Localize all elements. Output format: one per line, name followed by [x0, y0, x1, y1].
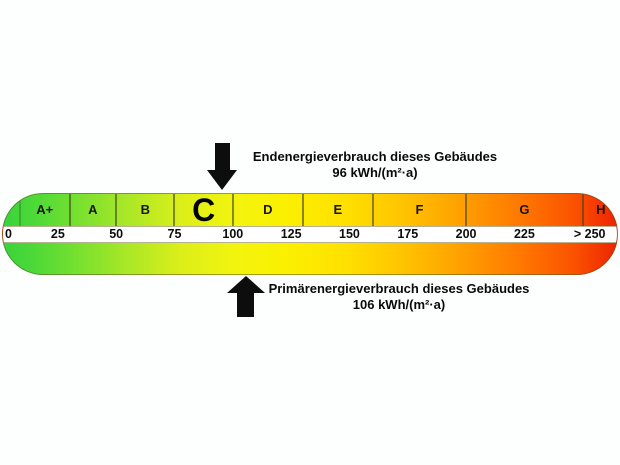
end-energy-title: Endenergieverbrauch dieses Gebäudes — [252, 149, 498, 164]
tick-label-200: 200 — [455, 227, 477, 241]
arrow-shaft — [214, 143, 230, 170]
class-label-a-plus: A+ — [36, 202, 54, 217]
end-energy-value: 96 kWh/(m²·a) — [332, 165, 418, 180]
class-label-b: B — [140, 202, 151, 217]
class-label-c-current: C — [192, 193, 216, 228]
class-divider — [68, 194, 71, 226]
tick-label-100: 100 — [222, 227, 244, 241]
tick-label-225: 225 — [513, 227, 535, 241]
class-divider — [231, 194, 234, 226]
class-label-g: G — [519, 202, 530, 217]
primary-energy-title: Primärenergieverbrauch dieses Gebäudes — [268, 281, 530, 296]
class-divider — [465, 194, 468, 226]
class-label-f: F — [415, 202, 424, 217]
end-energy-annotation: Endenergieverbrauch dieses Gebäudes 96 k… — [243, 149, 507, 181]
tick-label-25: 25 — [50, 227, 65, 241]
tick-label-150: 150 — [339, 227, 360, 241]
tick-label-0: 0 — [5, 227, 12, 241]
primary-energy-value: 106 kWh/(m²·a) — [352, 297, 446, 312]
class-label-d: D — [263, 202, 273, 217]
primary-energy-annotation: Primärenergieverbrauch dieses Gebäudes 1… — [267, 281, 531, 313]
class-label-e: E — [333, 202, 343, 217]
scale-strip: 0 25 50 75 100 125 150 175 200 225 > 250 — [3, 226, 617, 243]
energy-scale-bar: A+ A B C D E F G H 0 25 50 75 100 125 15… — [2, 193, 618, 275]
tick-label-175: 175 — [397, 227, 419, 241]
class-divider — [115, 194, 118, 226]
class-label-h: H — [596, 202, 606, 217]
class-label-a: A — [88, 202, 98, 217]
class-divider — [371, 194, 374, 226]
arrow-up-head-icon — [226, 276, 265, 293]
class-band: A+ A B C D E F G H — [3, 194, 617, 226]
class-divider — [173, 194, 176, 226]
class-divider — [301, 194, 304, 226]
tick-label-gt250: > 250 — [573, 227, 606, 241]
tick-label-50: 50 — [109, 227, 124, 241]
class-divider — [581, 194, 584, 226]
tick-label-75: 75 — [167, 227, 182, 241]
tick-label-125: 125 — [280, 227, 302, 241]
cap-edge-line — [19, 194, 21, 226]
arrow-shaft — [237, 293, 255, 317]
arrow-down-head-icon — [207, 170, 238, 190]
